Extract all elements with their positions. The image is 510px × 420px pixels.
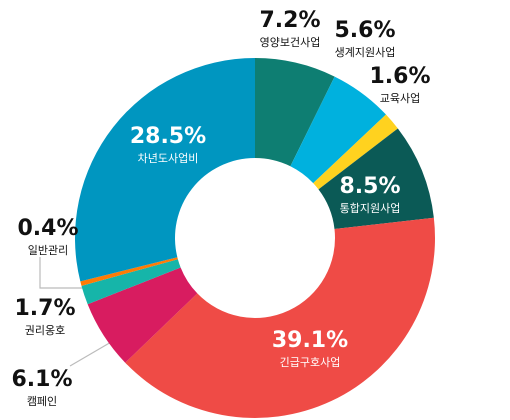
category-label: 영양보건사업 — [260, 36, 321, 49]
value-label: 1.6% — [369, 64, 430, 89]
donut-segment — [125, 217, 436, 419]
value-label: 28.5% — [130, 124, 206, 149]
donut-segment — [318, 128, 434, 229]
donut-segment — [81, 259, 181, 305]
value-label: 5.6% — [334, 18, 395, 43]
value-label: 39.1% — [272, 328, 348, 353]
leader-line — [39, 257, 86, 289]
value-label: 8.5% — [339, 174, 400, 199]
category-label: 차년도사업비 — [138, 152, 199, 165]
donut-segment — [290, 76, 386, 184]
category-label: 통합지원사업 — [340, 202, 401, 215]
category-label: 긴급구호사업 — [280, 356, 341, 369]
category-label: 캠페인 — [27, 395, 57, 408]
donut-segment — [80, 257, 178, 286]
category-label: 일반관리 — [28, 243, 68, 257]
category-label: 생계지원사업 — [335, 46, 396, 59]
donut-segment — [74, 58, 256, 282]
value-label: 1.7% — [14, 296, 75, 321]
category-label: 권리옹호 — [25, 324, 65, 337]
value-label: 6.1% — [11, 367, 72, 392]
category-label: 교육사업 — [380, 92, 420, 105]
donut-segment — [313, 114, 398, 190]
value-label: 0.4% — [17, 216, 78, 241]
donut-segment — [255, 58, 335, 167]
donut-segment — [87, 267, 198, 363]
value-label: 7.2% — [259, 8, 320, 33]
